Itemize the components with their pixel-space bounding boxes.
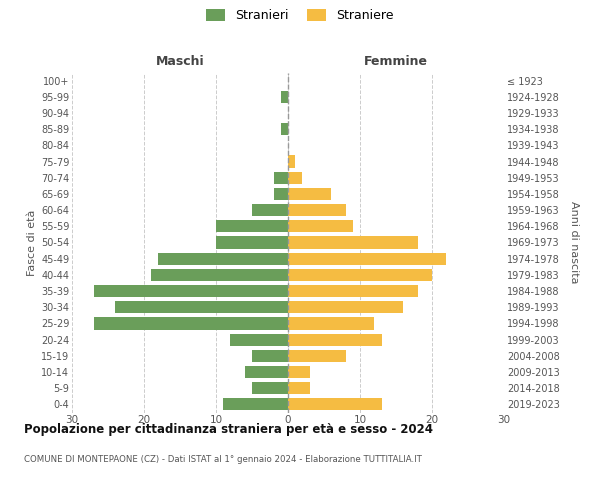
Bar <box>288 220 353 232</box>
Bar <box>94 318 288 330</box>
Bar <box>288 156 295 168</box>
Bar <box>288 301 403 314</box>
Bar <box>158 252 288 265</box>
Text: COMUNE DI MONTEPAONE (CZ) - Dati ISTAT al 1° gennaio 2024 - Elaborazione TUTTITA: COMUNE DI MONTEPAONE (CZ) - Dati ISTAT a… <box>24 455 422 464</box>
Bar <box>288 188 331 200</box>
Y-axis label: Anni di nascita: Anni di nascita <box>569 201 579 283</box>
Text: Popolazione per cittadinanza straniera per età e sesso - 2024: Popolazione per cittadinanza straniera p… <box>24 422 433 436</box>
Bar <box>216 220 288 232</box>
Bar <box>281 90 288 103</box>
Bar <box>230 334 288 345</box>
Bar <box>288 350 346 362</box>
Bar <box>288 382 310 394</box>
Bar <box>288 204 346 216</box>
Bar <box>216 236 288 248</box>
Bar <box>245 366 288 378</box>
Bar <box>288 172 302 184</box>
Bar <box>94 285 288 297</box>
Bar <box>252 350 288 362</box>
Bar <box>288 285 418 297</box>
Legend: Stranieri, Straniere: Stranieri, Straniere <box>204 6 396 25</box>
Bar <box>151 269 288 281</box>
Bar <box>223 398 288 410</box>
Bar <box>288 236 418 248</box>
Bar <box>115 301 288 314</box>
Bar <box>281 123 288 135</box>
Bar <box>274 172 288 184</box>
Bar <box>288 269 432 281</box>
Bar <box>288 398 382 410</box>
Bar <box>252 382 288 394</box>
Bar <box>252 204 288 216</box>
Bar <box>288 334 382 345</box>
Bar <box>288 252 446 265</box>
Bar <box>288 366 310 378</box>
Y-axis label: Fasce di età: Fasce di età <box>26 210 37 276</box>
Bar <box>288 318 374 330</box>
Bar <box>274 188 288 200</box>
